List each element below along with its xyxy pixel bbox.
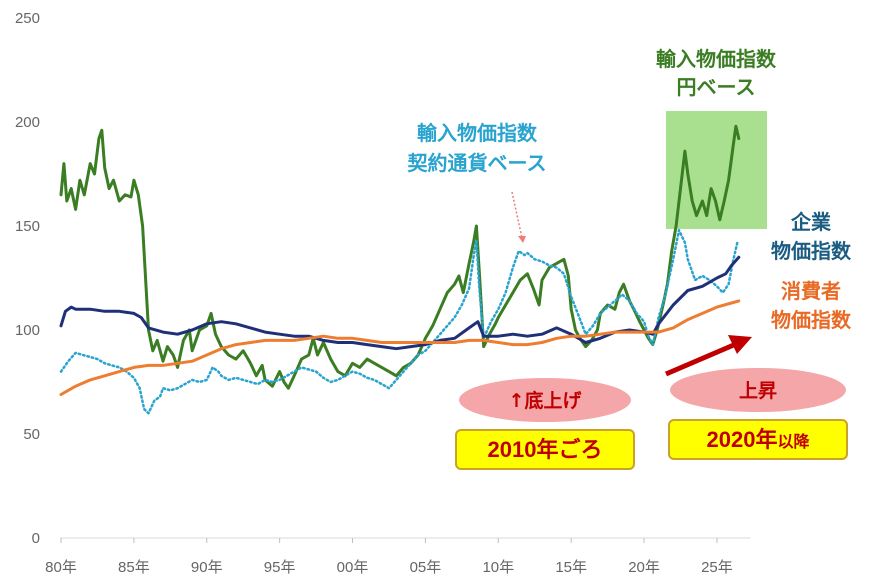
series-layer [59, 124, 741, 415]
x-tick-label: 10年 [482, 559, 514, 576]
box-around-2010 [455, 429, 635, 470]
x-tick-label: 80年 [45, 559, 77, 576]
x-tick-label: 25年 [701, 559, 733, 576]
consumer-label-line2: 物価指数 [771, 308, 852, 332]
import-contract-label-line1: 輸入物価指数 [417, 121, 538, 145]
series-line-import-contract [59, 228, 739, 415]
y-tick-label: 250 [15, 10, 40, 27]
bubble-rise-floor [459, 378, 631, 422]
x-tick-label: 95年 [264, 559, 296, 576]
label-pointer-head [518, 236, 526, 243]
y-tick-label: 50 [23, 426, 40, 443]
x-tick-label: 90年 [191, 559, 223, 576]
x-tick-label: 00年 [337, 559, 369, 576]
import-yen-label-line2: 円ベース [677, 75, 756, 99]
y-tick-label: 100 [15, 322, 40, 339]
y-axis-ticks: 0 50 100 150 200 250 [15, 10, 40, 547]
bubble-rise [670, 368, 846, 412]
series-line-consumer [59, 299, 741, 396]
corporate-label-line1: 企業 [790, 210, 832, 234]
y-tick-label: 150 [15, 218, 40, 235]
box-since-2020-main: 2020年 [707, 427, 778, 452]
x-tick-label: 20年 [628, 559, 660, 576]
import-contract-label-line2: 契約通貨ベース [407, 151, 547, 175]
bubble-rise-text: 上昇 [739, 380, 777, 402]
series-line-corporate [59, 255, 741, 351]
box-since-2020-text: 2020年以降 [707, 427, 811, 452]
upward-arrow-head [728, 335, 752, 354]
label-pointer-line [511, 191, 523, 239]
x-axis-ticks: 80年 85年 90年 95年 00年 05年 10年 15年 20年 25年 [45, 538, 733, 576]
x-tick-label: 85年 [118, 559, 150, 576]
y-tick-label: 200 [15, 114, 40, 131]
import-yen-label-line1: 輸入物価指数 [656, 47, 777, 71]
box-since-2020-small: 以降 [777, 432, 810, 451]
box-since-2020 [668, 419, 848, 460]
bubble-rise-floor-text: ↑底上げ [509, 389, 583, 412]
x-tick-label: 05年 [410, 559, 442, 576]
upward-arrow-line [665, 341, 737, 377]
y-tick-label: 0 [32, 530, 40, 547]
x-tick-label: 15年 [555, 559, 587, 576]
box-around-2010-text: 2010年ごろ [488, 437, 603, 462]
corporate-label-line2: 物価指数 [771, 239, 852, 263]
consumer-label-line1: 消費者 [781, 279, 841, 303]
